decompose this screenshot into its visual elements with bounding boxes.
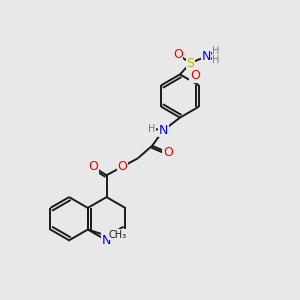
Text: N: N — [159, 124, 168, 137]
Text: O: O — [190, 69, 200, 82]
Text: H: H — [148, 124, 156, 134]
Text: H: H — [212, 46, 219, 56]
Text: CH₃: CH₃ — [109, 230, 127, 240]
Text: O: O — [173, 48, 183, 61]
Text: H: H — [212, 55, 219, 65]
Text: O: O — [163, 146, 172, 159]
Text: N: N — [201, 50, 211, 63]
Text: N: N — [102, 234, 111, 247]
Text: O: O — [88, 160, 98, 173]
Text: O: O — [117, 160, 127, 173]
Text: S: S — [187, 56, 194, 70]
